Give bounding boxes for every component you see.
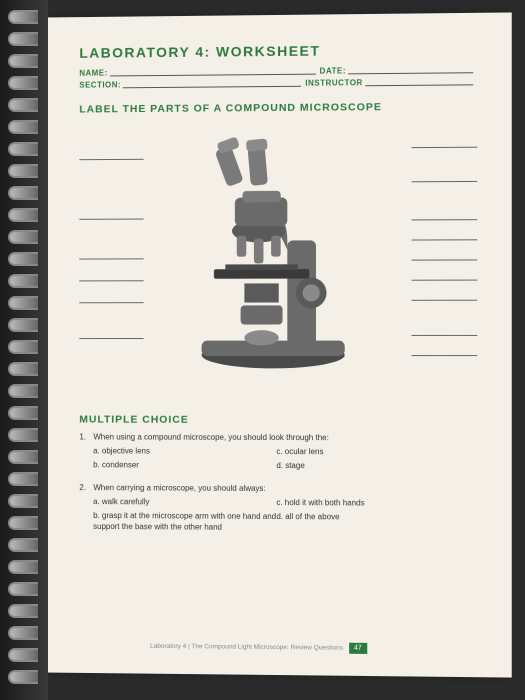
page-title: LABORATORY 4: WORKSHEET (79, 41, 477, 61)
spiral-binding (0, 0, 48, 700)
q2-option-a[interactable]: a. walk carefully (93, 496, 276, 508)
instructor-label: INSTRUCTOR (305, 78, 362, 88)
q1-text: When using a compound microscope, you sh… (93, 432, 329, 442)
name-label: NAME: (79, 69, 107, 78)
mc-title: MULTIPLE CHOICE (79, 414, 477, 427)
q1-number: 1. (79, 431, 91, 442)
q1-option-d[interactable]: d. stage (276, 460, 461, 472)
label-blank[interactable] (79, 159, 143, 160)
name-date-row: NAME: DATE: (79, 65, 477, 78)
label-blank[interactable] (412, 335, 478, 336)
q1-option-a[interactable]: a. objective lens (93, 446, 276, 458)
section-label: SECTION: (79, 80, 121, 89)
q1-option-b[interactable]: b. condenser (93, 460, 276, 472)
label-blank[interactable] (412, 219, 478, 220)
q2-text: When carrying a microscope, you should a… (93, 483, 265, 493)
q2-option-d[interactable]: d. all of the above (276, 511, 461, 535)
label-blank[interactable] (412, 259, 478, 260)
q2-option-c[interactable]: c. hold it with both hands (276, 497, 461, 509)
label-blank[interactable] (79, 338, 143, 339)
name-blank[interactable] (110, 67, 316, 77)
label-blank[interactable] (412, 239, 478, 240)
question-2: 2. When carrying a microscope, you shoul… (79, 482, 477, 538)
question-1: 1. When using a compound microscope, you… (79, 431, 477, 475)
label-blank[interactable] (79, 258, 143, 259)
section-instructor-row: SECTION: INSTRUCTOR (79, 77, 477, 89)
label-blank[interactable] (79, 280, 143, 281)
date-label: DATE: (320, 66, 346, 75)
label-blank[interactable] (412, 280, 478, 281)
diagram-title: LABEL THE PARTS OF A COMPOUND MICROSCOPE (79, 100, 477, 115)
label-blank[interactable] (412, 355, 478, 356)
label-blank[interactable] (79, 219, 143, 220)
page-number: 47 (349, 643, 367, 654)
worksheet-page: LABORATORY 4: WORKSHEET NAME: DATE: SECT… (42, 12, 512, 677)
footer-text: Laboratory 4 | The Compound Light Micros… (150, 643, 343, 652)
label-blank[interactable] (412, 300, 478, 301)
label-blank[interactable] (412, 181, 478, 182)
microscope-icon (168, 124, 378, 375)
section-blank[interactable] (123, 79, 301, 89)
label-blank[interactable] (412, 147, 478, 148)
instructor-blank[interactable] (365, 77, 473, 86)
page-footer: Laboratory 4 | The Compound Light Micros… (42, 640, 477, 655)
q2-option-b[interactable]: b. grasp it at the microscope arm with o… (93, 510, 276, 533)
microscope-diagram (79, 119, 477, 401)
q1-option-c[interactable]: c. ocular lens (276, 446, 461, 458)
q2-number: 2. (79, 482, 91, 493)
label-blank[interactable] (79, 302, 143, 303)
date-blank[interactable] (348, 65, 473, 74)
